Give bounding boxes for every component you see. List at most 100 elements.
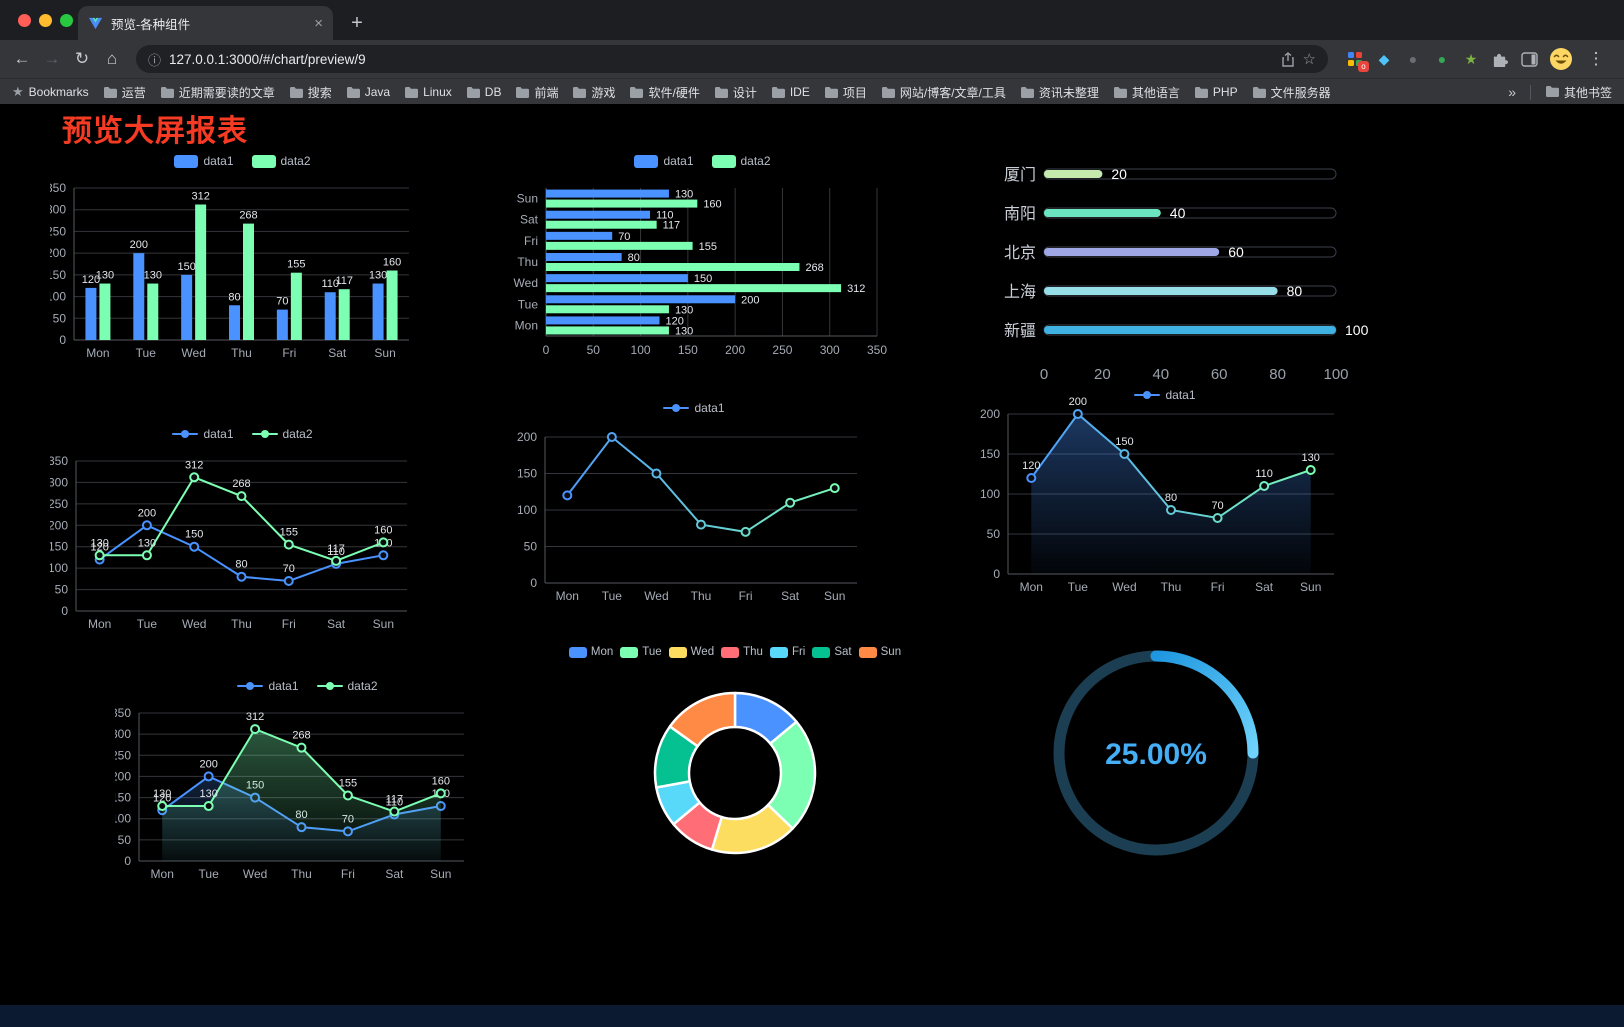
bookmark-folder[interactable]: 搜索 [289, 84, 332, 101]
data-point[interactable] [283, 539, 294, 550]
bar-segment[interactable] [99, 283, 111, 340]
bar-segment[interactable] [181, 274, 193, 340]
bar-segment[interactable] [338, 289, 350, 340]
data-point[interactable] [651, 468, 662, 479]
line-series[interactable] [566, 435, 836, 533]
site-info-icon[interactable]: ⓘ [148, 52, 162, 68]
other-bookmarks-folder[interactable]: 其他书签 [1545, 84, 1612, 101]
pie-slice[interactable] [668, 691, 737, 748]
data-point[interactable] [331, 555, 342, 566]
url-text[interactable]: 127.0.0.1:3000/#/chart/preview/9 [169, 51, 366, 67]
progress-fill[interactable] [1044, 248, 1220, 256]
data-point[interactable] [389, 806, 400, 817]
bar-segment[interactable] [546, 189, 669, 198]
bar-segment[interactable] [546, 326, 669, 335]
progress-fill[interactable] [1044, 287, 1278, 295]
bar-segment[interactable] [85, 287, 97, 340]
bar-segment[interactable] [546, 295, 736, 304]
data-point[interactable] [606, 432, 617, 442]
legend-item[interactable]: data2 [251, 427, 313, 441]
bar-segment[interactable] [372, 283, 384, 340]
bookmark-folder[interactable]: PHP [1194, 85, 1238, 99]
bookmark-folder[interactable]: Linux [404, 85, 452, 99]
bookmark-folder[interactable]: 游戏 [572, 84, 615, 101]
bookmark-folder[interactable]: 文件服务器 [1252, 84, 1331, 101]
data-point[interactable] [236, 571, 247, 582]
extension-icon-1[interactable]: o [1346, 50, 1369, 72]
bar-segment[interactable] [243, 223, 254, 340]
bookmark-folder[interactable]: 项目 [824, 84, 867, 101]
forward-button[interactable]: → [43, 49, 61, 68]
bar-segment[interactable] [546, 274, 688, 283]
side-panel-icon[interactable] [1520, 50, 1538, 68]
data-point[interactable] [94, 550, 105, 561]
legend-item[interactable]: Sun [858, 646, 901, 658]
bar-segment[interactable] [546, 316, 660, 325]
bookmark-folder[interactable]: Java [346, 85, 390, 99]
bookmarks-root-item[interactable]: ★ Bookmarks [12, 84, 89, 100]
extensions-puzzle-icon[interactable] [1491, 50, 1509, 68]
minimize-window-button[interactable] [39, 14, 52, 27]
bar-segment[interactable] [546, 263, 800, 271]
data-point[interactable] [1259, 481, 1270, 491]
bookmark-folder[interactable]: 前端 [515, 84, 558, 101]
bar-segment[interactable] [147, 283, 159, 340]
bookmark-folder[interactable]: DB [466, 85, 501, 99]
new-tab-button[interactable]: + [351, 11, 363, 34]
legend-item[interactable]: data1 [1134, 388, 1196, 402]
legend-item[interactable]: Tue [620, 646, 662, 658]
bar-segment[interactable] [276, 309, 288, 340]
data-point[interactable] [785, 497, 796, 508]
data-point[interactable] [203, 801, 214, 812]
bookmark-folder[interactable]: 资讯未整理 [1020, 84, 1099, 101]
data-point[interactable] [1166, 505, 1176, 515]
bar-segment[interactable] [546, 220, 657, 229]
data-point[interactable] [342, 790, 353, 801]
bar-segment[interactable] [546, 253, 622, 261]
data-point[interactable] [1119, 449, 1130, 459]
bar-segment[interactable] [290, 272, 302, 340]
address-bar[interactable]: ⓘ 127.0.0.1:3000/#/chart/preview/9 ☆ [136, 45, 1328, 73]
legend-item[interactable]: data1 [174, 154, 234, 168]
legend-item[interactable]: Thu [721, 646, 763, 658]
data-point[interactable] [378, 550, 389, 561]
legend-item[interactable]: data1 [237, 679, 299, 693]
bar-segment[interactable] [546, 284, 842, 293]
bookmark-star-icon[interactable]: ☆ [1302, 51, 1316, 68]
bar-segment[interactable] [133, 253, 145, 340]
data-point[interactable] [141, 520, 152, 531]
legend-item[interactable]: data2 [316, 679, 378, 693]
legend-item[interactable]: data1 [663, 401, 725, 415]
extension-icon-2[interactable]: ◆ [1378, 50, 1390, 67]
tab-close-icon[interactable]: × [314, 14, 323, 32]
legend-item[interactable]: data1 [634, 154, 694, 168]
bookmarks-overflow-chevron[interactable]: » [1508, 84, 1516, 100]
bar-segment[interactable] [546, 210, 651, 219]
bookmark-folder[interactable]: 网站/博客/文章/工具 [881, 84, 1006, 101]
legend-item[interactable]: data2 [711, 154, 771, 168]
bar-segment[interactable] [195, 204, 207, 340]
share-icon[interactable] [1281, 51, 1295, 67]
profile-avatar[interactable] [1549, 47, 1573, 71]
progress-fill[interactable] [1044, 170, 1103, 178]
data-point[interactable] [1026, 473, 1037, 483]
data-point[interactable] [1212, 513, 1223, 523]
legend-item[interactable]: data1 [172, 427, 234, 441]
data-point[interactable] [1305, 465, 1316, 475]
zoom-window-button[interactable] [60, 14, 73, 27]
data-point[interactable] [378, 537, 389, 548]
data-point[interactable] [141, 550, 152, 561]
legend-item[interactable]: data2 [251, 154, 311, 168]
bar-segment[interactable] [386, 270, 398, 340]
legend-item[interactable]: Fri [769, 646, 805, 658]
back-button[interactable]: ← [13, 49, 31, 68]
bookmark-folder[interactable]: 其他语言 [1113, 84, 1180, 101]
bookmark-folder[interactable]: 软件/硬件 [629, 84, 700, 101]
extension-icon-3[interactable]: ● [1408, 51, 1418, 67]
bar-segment[interactable] [546, 231, 613, 240]
data-point[interactable] [1072, 409, 1083, 419]
bookmark-folder[interactable]: 运营 [103, 84, 146, 101]
data-point[interactable] [250, 724, 261, 735]
close-window-button[interactable] [18, 14, 31, 27]
browser-menu-icon[interactable]: ⋮ [1587, 49, 1605, 68]
